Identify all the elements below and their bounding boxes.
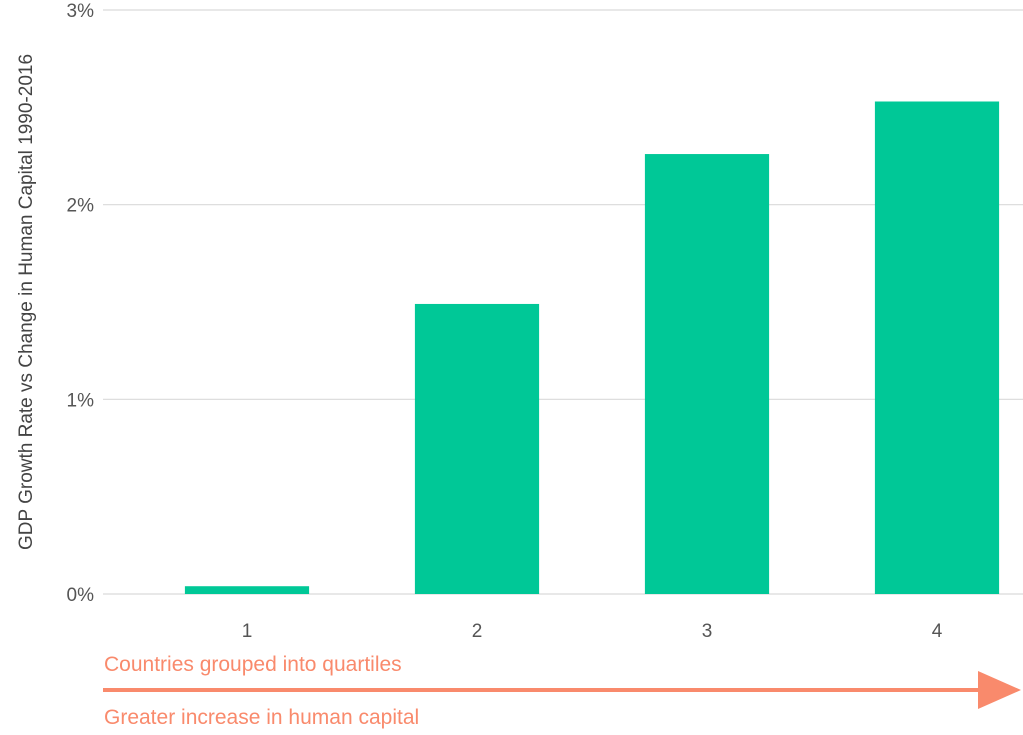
y-tick-label: 2% [67, 196, 95, 217]
y-tick-label: 1% [67, 390, 95, 411]
annotation-human-capital: Greater increase in human capital [104, 706, 419, 729]
x-tick-label: 1 [242, 621, 253, 642]
bar-quartile-2 [414, 303, 540, 594]
bar-quartile-3 [644, 154, 770, 594]
x-axis-ticks: 1 2 3 4 [242, 621, 943, 642]
y-tick-label: 3% [67, 1, 95, 22]
bar-quartile-1 [184, 586, 310, 594]
x-tick-label: 3 [702, 621, 713, 642]
bars [184, 101, 1000, 594]
y-axis-label: GDP Growth Rate vs Change in Human Capit… [16, 54, 37, 550]
direction-arrow-head [978, 671, 1021, 709]
annotation-quartiles: Countries grouped into quartiles [104, 653, 402, 676]
x-tick-label: 4 [932, 621, 943, 642]
y-axis-ticks: 0% 1% 2% 3% [67, 1, 95, 606]
y-tick-label: 0% [67, 585, 95, 606]
x-tick-label: 2 [472, 621, 483, 642]
gridlines [103, 9, 1023, 595]
bar-quartile-4 [874, 101, 1000, 594]
